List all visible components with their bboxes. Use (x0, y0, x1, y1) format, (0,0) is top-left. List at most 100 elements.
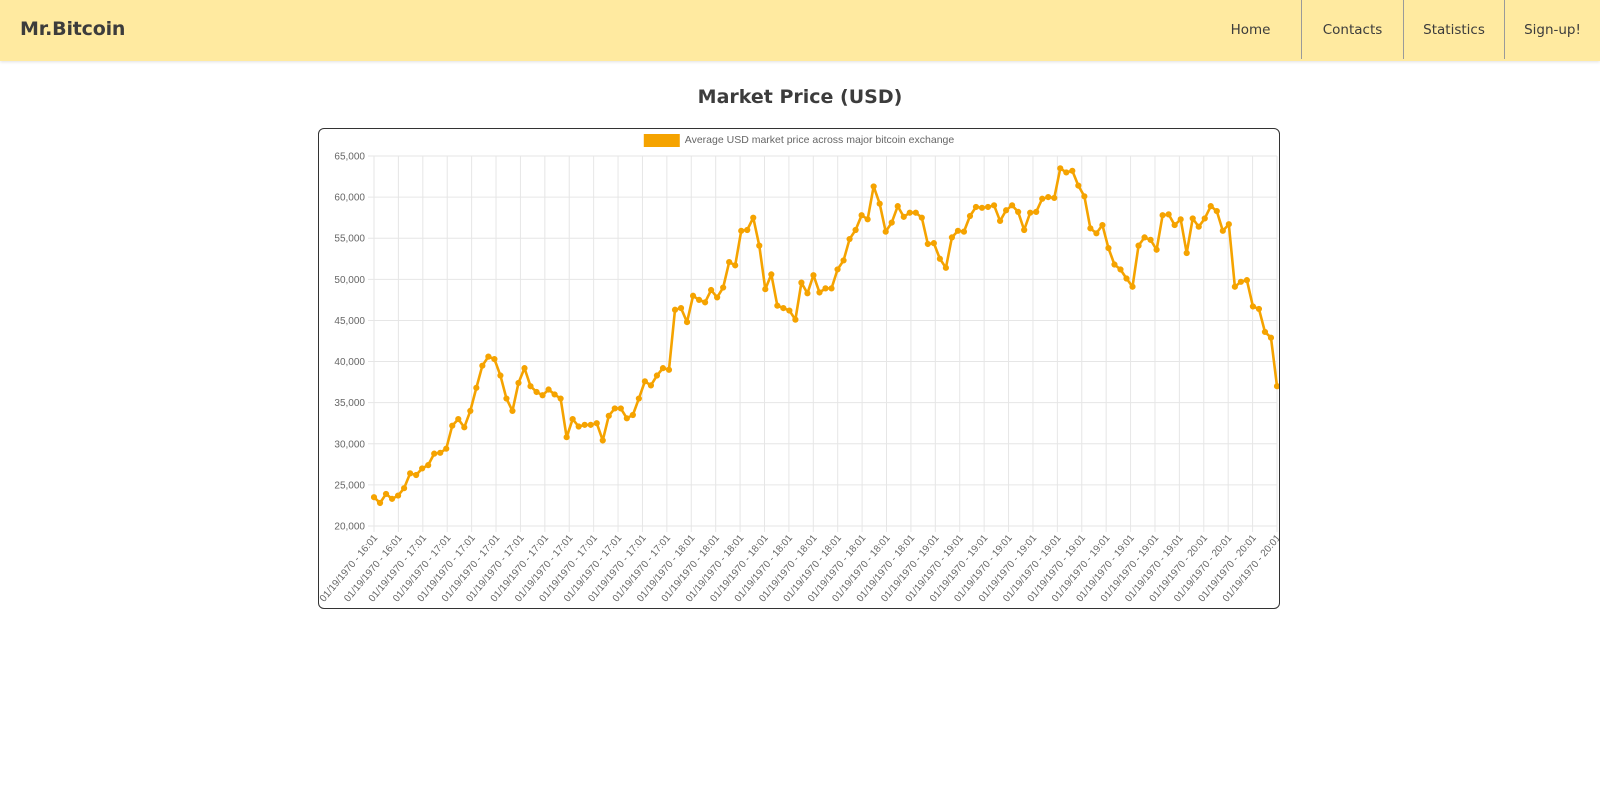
data-point (617, 405, 624, 412)
data-point (503, 395, 510, 402)
data-point (948, 234, 956, 241)
data-point (876, 200, 883, 207)
data-point (689, 292, 697, 299)
data-point (1081, 193, 1088, 200)
data-point (1015, 208, 1022, 216)
data-point (479, 362, 486, 369)
nav-home[interactable]: Home (1230, 21, 1271, 38)
data-point (852, 226, 859, 234)
data-point (419, 465, 426, 472)
legend-swatch (643, 134, 680, 147)
data-point (388, 495, 396, 502)
data-point (1225, 221, 1232, 228)
data-point (1201, 215, 1208, 222)
data-point (996, 217, 1004, 225)
data-point (1207, 203, 1214, 210)
grid-lines (368, 155, 1278, 532)
data-point (1117, 266, 1124, 273)
data-point (828, 285, 835, 292)
data-point (750, 214, 757, 221)
data-point (1189, 215, 1196, 222)
data-point (1105, 244, 1112, 252)
y-tick-label: 30,000 (334, 439, 365, 450)
data-point (509, 407, 516, 414)
nav-contacts[interactable]: Contacts (1301, 0, 1403, 59)
data-point (1003, 207, 1010, 214)
data-point (1273, 383, 1279, 390)
data-point (732, 262, 739, 269)
data-point (1027, 209, 1034, 216)
data-point (557, 395, 564, 402)
data-point (1243, 277, 1251, 284)
data-point (894, 203, 901, 210)
data-point (936, 255, 943, 262)
data-point (924, 240, 931, 248)
nav-statistics[interactable]: Statistics (1403, 0, 1504, 59)
y-tick-label: 60,000 (334, 193, 365, 204)
data-point (708, 286, 715, 294)
data-point (780, 305, 787, 312)
data-point (497, 372, 504, 379)
data-point (804, 290, 811, 297)
data-point (599, 437, 606, 444)
data-point (1033, 208, 1040, 216)
data-point (1123, 275, 1130, 282)
data-point (1255, 305, 1263, 313)
data-point (864, 216, 871, 223)
data-point (370, 494, 378, 501)
data-point (1063, 169, 1070, 176)
series-line (373, 167, 1279, 505)
y-tick-label: 55,000 (334, 234, 365, 245)
data-point (990, 202, 998, 209)
data-point (1177, 216, 1184, 223)
data-point (840, 257, 847, 264)
data-point (792, 316, 799, 323)
data-point (900, 213, 907, 220)
data-point (762, 286, 769, 293)
data-point (1231, 283, 1238, 290)
data-point (437, 449, 444, 456)
y-tick-label: 20,000 (334, 522, 365, 533)
nav-signup[interactable]: Sign-up! (1504, 0, 1600, 59)
data-point (1147, 236, 1154, 243)
data-point (635, 395, 642, 402)
data-point (1267, 334, 1275, 341)
data-point (1045, 194, 1052, 201)
data-point (605, 412, 612, 419)
data-point (425, 462, 432, 469)
data-point (382, 490, 390, 498)
top-navbar: Mr.Bitcoin Home Contacts Statistics Sign… (0, 0, 1600, 61)
data-point (1249, 303, 1257, 310)
data-point (653, 372, 661, 379)
data-point (834, 266, 841, 273)
data-point (798, 279, 805, 286)
data-point (677, 305, 685, 312)
data-point (665, 366, 673, 373)
data-point (533, 388, 540, 396)
data-point (376, 499, 384, 507)
data-point (1087, 225, 1094, 232)
data-point (738, 227, 745, 234)
data-point (1069, 167, 1076, 174)
data-point (1057, 165, 1064, 172)
y-tick-label: 25,000 (334, 480, 365, 491)
data-point (1099, 221, 1106, 229)
legend-label: Average USD market price across major bi… (685, 134, 955, 146)
data-point (515, 379, 522, 387)
brand-logo[interactable]: Mr.Bitcoin (20, 18, 126, 40)
data-point (473, 384, 480, 391)
data-point (1039, 195, 1046, 202)
data-point (1195, 223, 1202, 230)
data-point (1021, 226, 1028, 234)
data-point (461, 424, 468, 431)
data-point (587, 421, 594, 428)
data-point (1129, 283, 1136, 290)
data-point (984, 203, 992, 211)
data-point (912, 209, 919, 216)
data-point (714, 294, 721, 301)
data-point (491, 355, 498, 363)
data-point (563, 434, 570, 441)
data-point (1009, 202, 1016, 209)
data-point (756, 242, 763, 249)
data-point (1171, 221, 1178, 229)
